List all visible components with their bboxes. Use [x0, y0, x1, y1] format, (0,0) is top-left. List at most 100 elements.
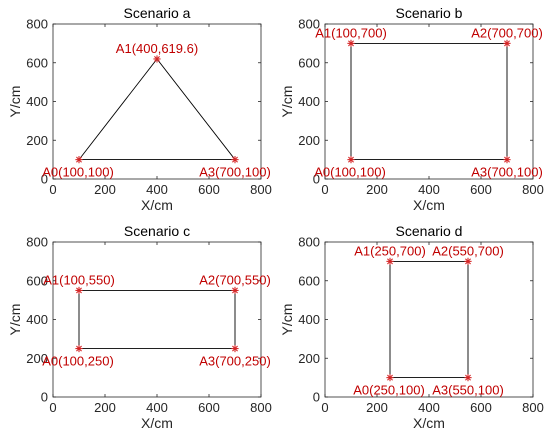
- x-tick-label: 800: [522, 400, 544, 415]
- x-axis-label: X/cm: [141, 415, 173, 431]
- data-label-a0: A0(100,100): [42, 165, 114, 180]
- x-tick-label: 400: [418, 400, 440, 415]
- data-label-a1: A1(100,550): [43, 272, 115, 287]
- y-tick-label: 0: [313, 172, 320, 187]
- data-point-a1: [75, 286, 83, 295]
- data-point-a1: [347, 39, 355, 47]
- chart-panel-4: 0 200 400 600 800 0 200 400 600 800 Scenario d X/cm…: [279, 223, 544, 431]
- data-label-a0: A0(250,100): [353, 383, 425, 398]
- x-axis-label: X/cm: [413, 197, 445, 213]
- y-axis-label: Y/cm: [7, 304, 23, 336]
- data-point-a0: [75, 344, 83, 353]
- marker-stroke: [76, 156, 82, 163]
- marker-stroke: [76, 345, 82, 352]
- x-tick-label: 200: [366, 182, 388, 197]
- y-tick-label: 800: [26, 17, 48, 32]
- x-tick-label: 400: [146, 182, 168, 197]
- marker-stroke: [387, 258, 393, 265]
- plot-area: [324, 241, 534, 398]
- y-axis-label: Y/cm: [7, 86, 23, 118]
- y-tick-label: 800: [26, 235, 48, 250]
- marker-stroke: [76, 287, 82, 294]
- y-tick-label: 400: [298, 94, 320, 109]
- plot-area: [52, 241, 262, 398]
- data-label-a2: A2(700,700): [471, 25, 543, 40]
- marker-stroke: [232, 287, 238, 294]
- y-tick-label: 400: [26, 94, 48, 109]
- data-label-a1: A1(250,700): [354, 243, 426, 258]
- x-tick-label: 400: [146, 400, 168, 415]
- y-axis-label: Y/cm: [279, 304, 295, 336]
- data-point-a3: [231, 156, 239, 164]
- data-point-a2: [464, 257, 472, 265]
- marker-stroke: [465, 374, 471, 381]
- y-tick-label: 200: [298, 133, 320, 148]
- y-tick-label: 200: [26, 133, 48, 148]
- data-label-a3: A3(700,100): [471, 165, 543, 180]
- x-tick-label: 800: [250, 182, 272, 197]
- marker-stroke: [154, 55, 160, 62]
- marker-stroke: [504, 156, 510, 163]
- y-tick-label: 200: [298, 351, 320, 366]
- x-tick-label: 0: [321, 400, 328, 415]
- chart-title: Scenario d: [396, 223, 463, 239]
- y-tick-label: 400: [298, 312, 320, 327]
- x-axis-label: X/cm: [141, 197, 173, 213]
- marker-stroke: [348, 156, 354, 163]
- marker-stroke: [465, 258, 471, 265]
- plot-area: [52, 23, 262, 180]
- x-tick-label: 0: [321, 182, 328, 197]
- y-tick-label: 800: [298, 235, 320, 250]
- data-point-a0: [347, 156, 355, 164]
- marker-stroke: [232, 156, 238, 163]
- y-tick-label: 800: [298, 17, 320, 32]
- x-tick-label: 600: [198, 400, 220, 415]
- y-tick-label: 0: [41, 390, 48, 405]
- data-label-a0: A0(100,250): [42, 354, 114, 369]
- y-tick-label: 600: [26, 55, 48, 70]
- data-label-a3: A3(550,100): [432, 383, 504, 398]
- x-tick-label: 0: [49, 182, 56, 197]
- data-label-a2: A2(700,550): [199, 272, 271, 287]
- y-tick-label: 600: [298, 55, 320, 70]
- x-tick-label: 400: [418, 182, 440, 197]
- x-tick-label: 600: [470, 400, 492, 415]
- plot-area: [324, 23, 534, 180]
- y-axis-label: Y/cm: [279, 86, 295, 118]
- marker-stroke: [232, 345, 238, 352]
- data-label-a0: A0(100,100): [314, 165, 386, 180]
- data-point-a0: [386, 374, 394, 382]
- series-outline: [78, 58, 236, 161]
- x-axis-label: X/cm: [413, 415, 445, 431]
- data-label-a2: A2(550,700): [432, 243, 504, 258]
- data-point-a2: [231, 286, 239, 295]
- marker-stroke: [387, 374, 393, 381]
- data-point-a3: [231, 344, 239, 353]
- chart-panel-3: 0 200 400 600 800 0 200 400 600 800 Scenario c X/cm…: [7, 223, 272, 431]
- x-tick-label: 600: [470, 182, 492, 197]
- x-tick-label: 200: [94, 182, 116, 197]
- x-tick-label: 0: [49, 400, 56, 415]
- data-point-a2: [503, 39, 511, 47]
- data-point-a0: [75, 156, 83, 164]
- data-point-a1: [386, 257, 394, 265]
- chart-title: Scenario b: [396, 5, 463, 21]
- x-tick-label: 600: [198, 182, 220, 197]
- data-label-a1: A1(100,700): [315, 25, 387, 40]
- chart-title: Scenario a: [124, 5, 191, 21]
- marker-stroke: [504, 40, 510, 47]
- chart-panel-2: 0 200 400 600 800 0 200 400 600 800 Scenario b X/cm…: [279, 5, 544, 213]
- data-label-a3: A3(700,250): [199, 354, 271, 369]
- x-tick-label: 200: [366, 400, 388, 415]
- y-tick-label: 600: [26, 273, 48, 288]
- data-label-a1: A1(400,619.6): [116, 41, 198, 56]
- y-tick-label: 200: [26, 351, 48, 366]
- x-tick-label: 800: [250, 400, 272, 415]
- y-tick-label: 0: [313, 390, 320, 405]
- y-tick-label: 400: [26, 312, 48, 327]
- data-point-a3: [464, 374, 472, 382]
- y-tick-label: 0: [41, 172, 48, 187]
- data-point-a1: [153, 55, 161, 63]
- x-tick-label: 200: [94, 400, 116, 415]
- data-label-a3: A3(700,100): [199, 165, 271, 180]
